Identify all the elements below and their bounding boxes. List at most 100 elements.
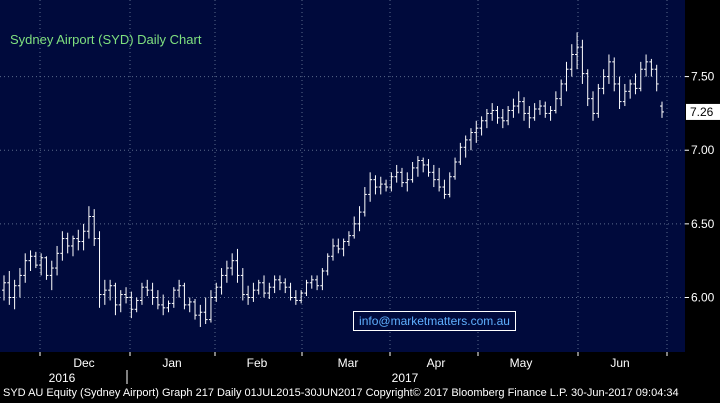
ohlc-bar [86,206,91,239]
ohlc-bar [267,282,272,299]
ohlc-bar [394,164,399,183]
ohlc-bar [17,268,22,298]
ohlc-bar [389,172,394,192]
ohlc-bar [506,106,511,126]
ohlc-bar [384,179,389,192]
ohlc-bar [325,253,330,276]
y-tick-label: 6.00 [691,291,715,305]
chart-title: Sydney Airport (SYD) Daily Chart [10,32,202,47]
x-year-label: 2017 [392,371,419,384]
x-month-label: Jun [610,356,629,370]
ohlc-bar [262,275,267,298]
ohlc-bar [458,142,463,165]
ohlc-bar [569,44,574,77]
ohlc-bar [622,83,627,107]
ohlc-bar [352,216,357,239]
ohlc-bar [203,297,208,325]
ohlc-bar [277,275,282,291]
x-month-label: Apr [427,356,446,370]
x-month-label: Dec [73,356,94,370]
ohlc-bar [299,290,304,304]
ohlc-bar [113,282,118,316]
ohlc-bar [341,238,346,257]
ohlc-bar [288,282,293,301]
ohlc-bar [405,172,410,192]
ohlc-bar [65,232,70,254]
ohlc-bar [580,39,585,84]
ohlc-bar [293,290,298,305]
x-month-label: Mar [338,356,359,370]
y-axis-ticks: 6.00 6.50 7.00 7.50 7.26 [685,70,720,305]
last-value-label: 7.26 [690,105,714,119]
ohlc-bar [97,231,102,308]
ohlc-bar [161,294,166,316]
x-axis-ticks: Dec Jan Feb Mar Apr May Jun 2016 2017 [39,352,668,384]
ohlc-bar [474,120,479,143]
x-month-label: Feb [247,356,268,370]
ohlc-bar [495,106,500,124]
ohlc-bar [463,135,468,158]
ohlc-bar [601,69,606,95]
ohlc-bar [575,32,580,70]
ohlc-bar [12,279,17,310]
ohlc-bar [28,250,33,271]
ohlc-bar [368,172,373,202]
ohlc-bar [522,97,527,121]
ohlc-bar [166,300,171,313]
ohlc-bar [214,282,219,302]
ohlc-bar [155,290,160,310]
ohlc-bar [23,253,28,283]
ohlc-bar [124,287,129,304]
ohlc-bar [543,101,548,118]
ohlc-bar [44,256,49,280]
ohlc-bar [246,285,251,305]
ohlc-bar [644,54,649,77]
ohlc-bar [134,297,139,313]
ohlc-bar [309,275,314,289]
x-year-label: 2016 [49,371,76,384]
ohlc-bar [7,270,12,305]
ohlc-bar [76,229,81,251]
ohlc-bar [468,128,473,151]
x-month-label: Jan [162,356,181,370]
ohlc-bar [564,61,569,92]
ohlc-bar [553,91,558,114]
ohlc-bar [55,245,60,276]
watermark-link[interactable]: info@marketmatters.com.au [353,311,516,331]
ohlc-bar [527,106,532,129]
ohlc-bar [150,282,155,305]
gridlines [0,0,685,352]
ohlc-bar [633,73,638,95]
ohlc-bar [182,282,187,310]
ohlc-bar [415,156,420,177]
ohlc-bar [272,275,277,294]
ohlc-bar [431,164,436,188]
ohlc-bar [453,157,458,180]
ohlc-bar [139,282,144,305]
ohlc-bar [532,103,537,121]
ohlc-bars [2,32,664,327]
ohlc-bar [320,268,325,291]
ohlc-bar [447,172,452,198]
ohlc-bar [118,290,123,313]
ohlc-bar [49,260,54,291]
ohlc-bar [171,287,176,308]
ohlc-bar [511,98,516,118]
ohlc-bar [373,175,378,195]
ohlc-bar [304,279,309,297]
last-value-badge [686,103,720,120]
ohlc-bar [617,76,622,109]
ohlc-bar [187,297,192,313]
ohlc-bar [81,223,86,251]
ohlc-bar [33,251,38,269]
ohlc-bar [612,57,617,92]
ohlc-bar [500,108,505,129]
y-tick-label: 7.50 [691,70,715,84]
ohlc-bar [442,179,447,199]
ohlc-bar [559,79,564,107]
ohlc-bar [60,231,65,261]
ohlc-bar [479,116,484,136]
ohlc-bar [230,253,235,276]
ohlc-bar [437,167,442,192]
ohlc-bar [145,279,150,297]
